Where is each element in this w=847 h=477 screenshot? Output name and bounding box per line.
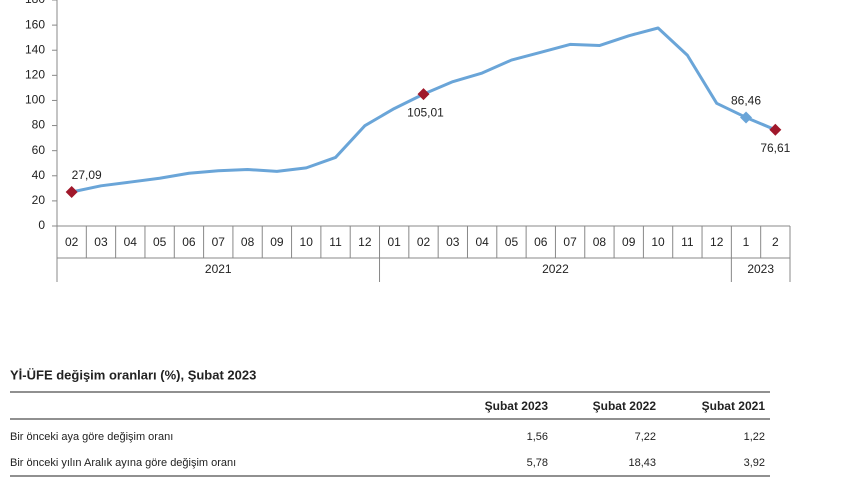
data-label: 76,61 — [760, 141, 790, 155]
x-tick-label: 08 — [241, 235, 255, 249]
table-cell: 1,22 — [744, 431, 765, 443]
table-cell: 18,43 — [628, 457, 656, 469]
x-tick-label: 12 — [358, 235, 372, 249]
marker — [740, 111, 753, 124]
x-tick-label: 07 — [563, 235, 577, 249]
table-header: Şubat 2021 — [702, 399, 766, 413]
y-tick-label: 80 — [32, 118, 46, 132]
x-tick-label: 11 — [681, 235, 694, 249]
x-tick-label: 02 — [417, 235, 431, 249]
x-tick-label: 03 — [446, 235, 460, 249]
table-cell: 5,78 — [527, 457, 548, 469]
table-cell: 7,22 — [635, 431, 656, 443]
table-cell: 3,92 — [744, 457, 765, 469]
x-tick-label: 07 — [212, 235, 226, 249]
x-tick-label: 04 — [124, 235, 138, 249]
y-tick-label: 0 — [38, 218, 45, 232]
x-tick-label: 10 — [651, 235, 665, 249]
y-tick-label: 140 — [25, 42, 45, 56]
y-tick-label: 20 — [32, 193, 46, 207]
x-tick-label: 01 — [388, 235, 402, 249]
x-tick-label: 08 — [593, 235, 607, 249]
x-tick-label: 06 — [534, 235, 548, 249]
marker — [65, 185, 78, 198]
y-tick-label: 100 — [25, 93, 45, 107]
year-label: 2021 — [205, 262, 232, 276]
year-label: 2023 — [747, 262, 774, 276]
x-tick-label: 09 — [622, 235, 636, 249]
y-tick-label: 60 — [32, 143, 46, 157]
x-tick-label: 2 — [772, 235, 779, 249]
table-header: Şubat 2023 — [485, 399, 549, 413]
table-header: Şubat 2022 — [593, 399, 657, 413]
table-row-label: Bir önceki yılın Aralık ayına göre değiş… — [10, 457, 236, 469]
data-label: 86,46 — [731, 94, 761, 108]
x-tick-label: 10 — [300, 235, 314, 249]
marker — [769, 123, 782, 136]
y-tick-label: 40 — [32, 168, 46, 182]
x-tick-label: 05 — [505, 235, 519, 249]
x-tick-label: 03 — [94, 235, 108, 249]
x-tick-label: 04 — [475, 235, 489, 249]
y-tick-label: 120 — [25, 68, 45, 82]
y-tick-label: 180 — [25, 0, 45, 6]
x-tick-label: 1 — [743, 235, 750, 249]
x-tick-label: 06 — [182, 235, 196, 249]
x-tick-label: 12 — [710, 235, 724, 249]
data-label: 27,09 — [72, 168, 102, 182]
table-cell: 1,56 — [527, 431, 548, 443]
table-title: Yİ-ÜFE değişim oranları (%), Şubat 2023 — [10, 367, 256, 382]
x-tick-label: 02 — [65, 235, 79, 249]
data-label: 105,01 — [407, 105, 444, 119]
x-tick-label: 09 — [270, 235, 284, 249]
marker — [417, 88, 430, 101]
table-row-label: Bir önceki aya göre değişim oranı — [10, 431, 173, 443]
year-label: 2022 — [542, 262, 569, 276]
x-tick-label: 05 — [153, 235, 167, 249]
y-tick-label: 160 — [25, 17, 45, 31]
x-tick-label: 11 — [329, 235, 342, 249]
